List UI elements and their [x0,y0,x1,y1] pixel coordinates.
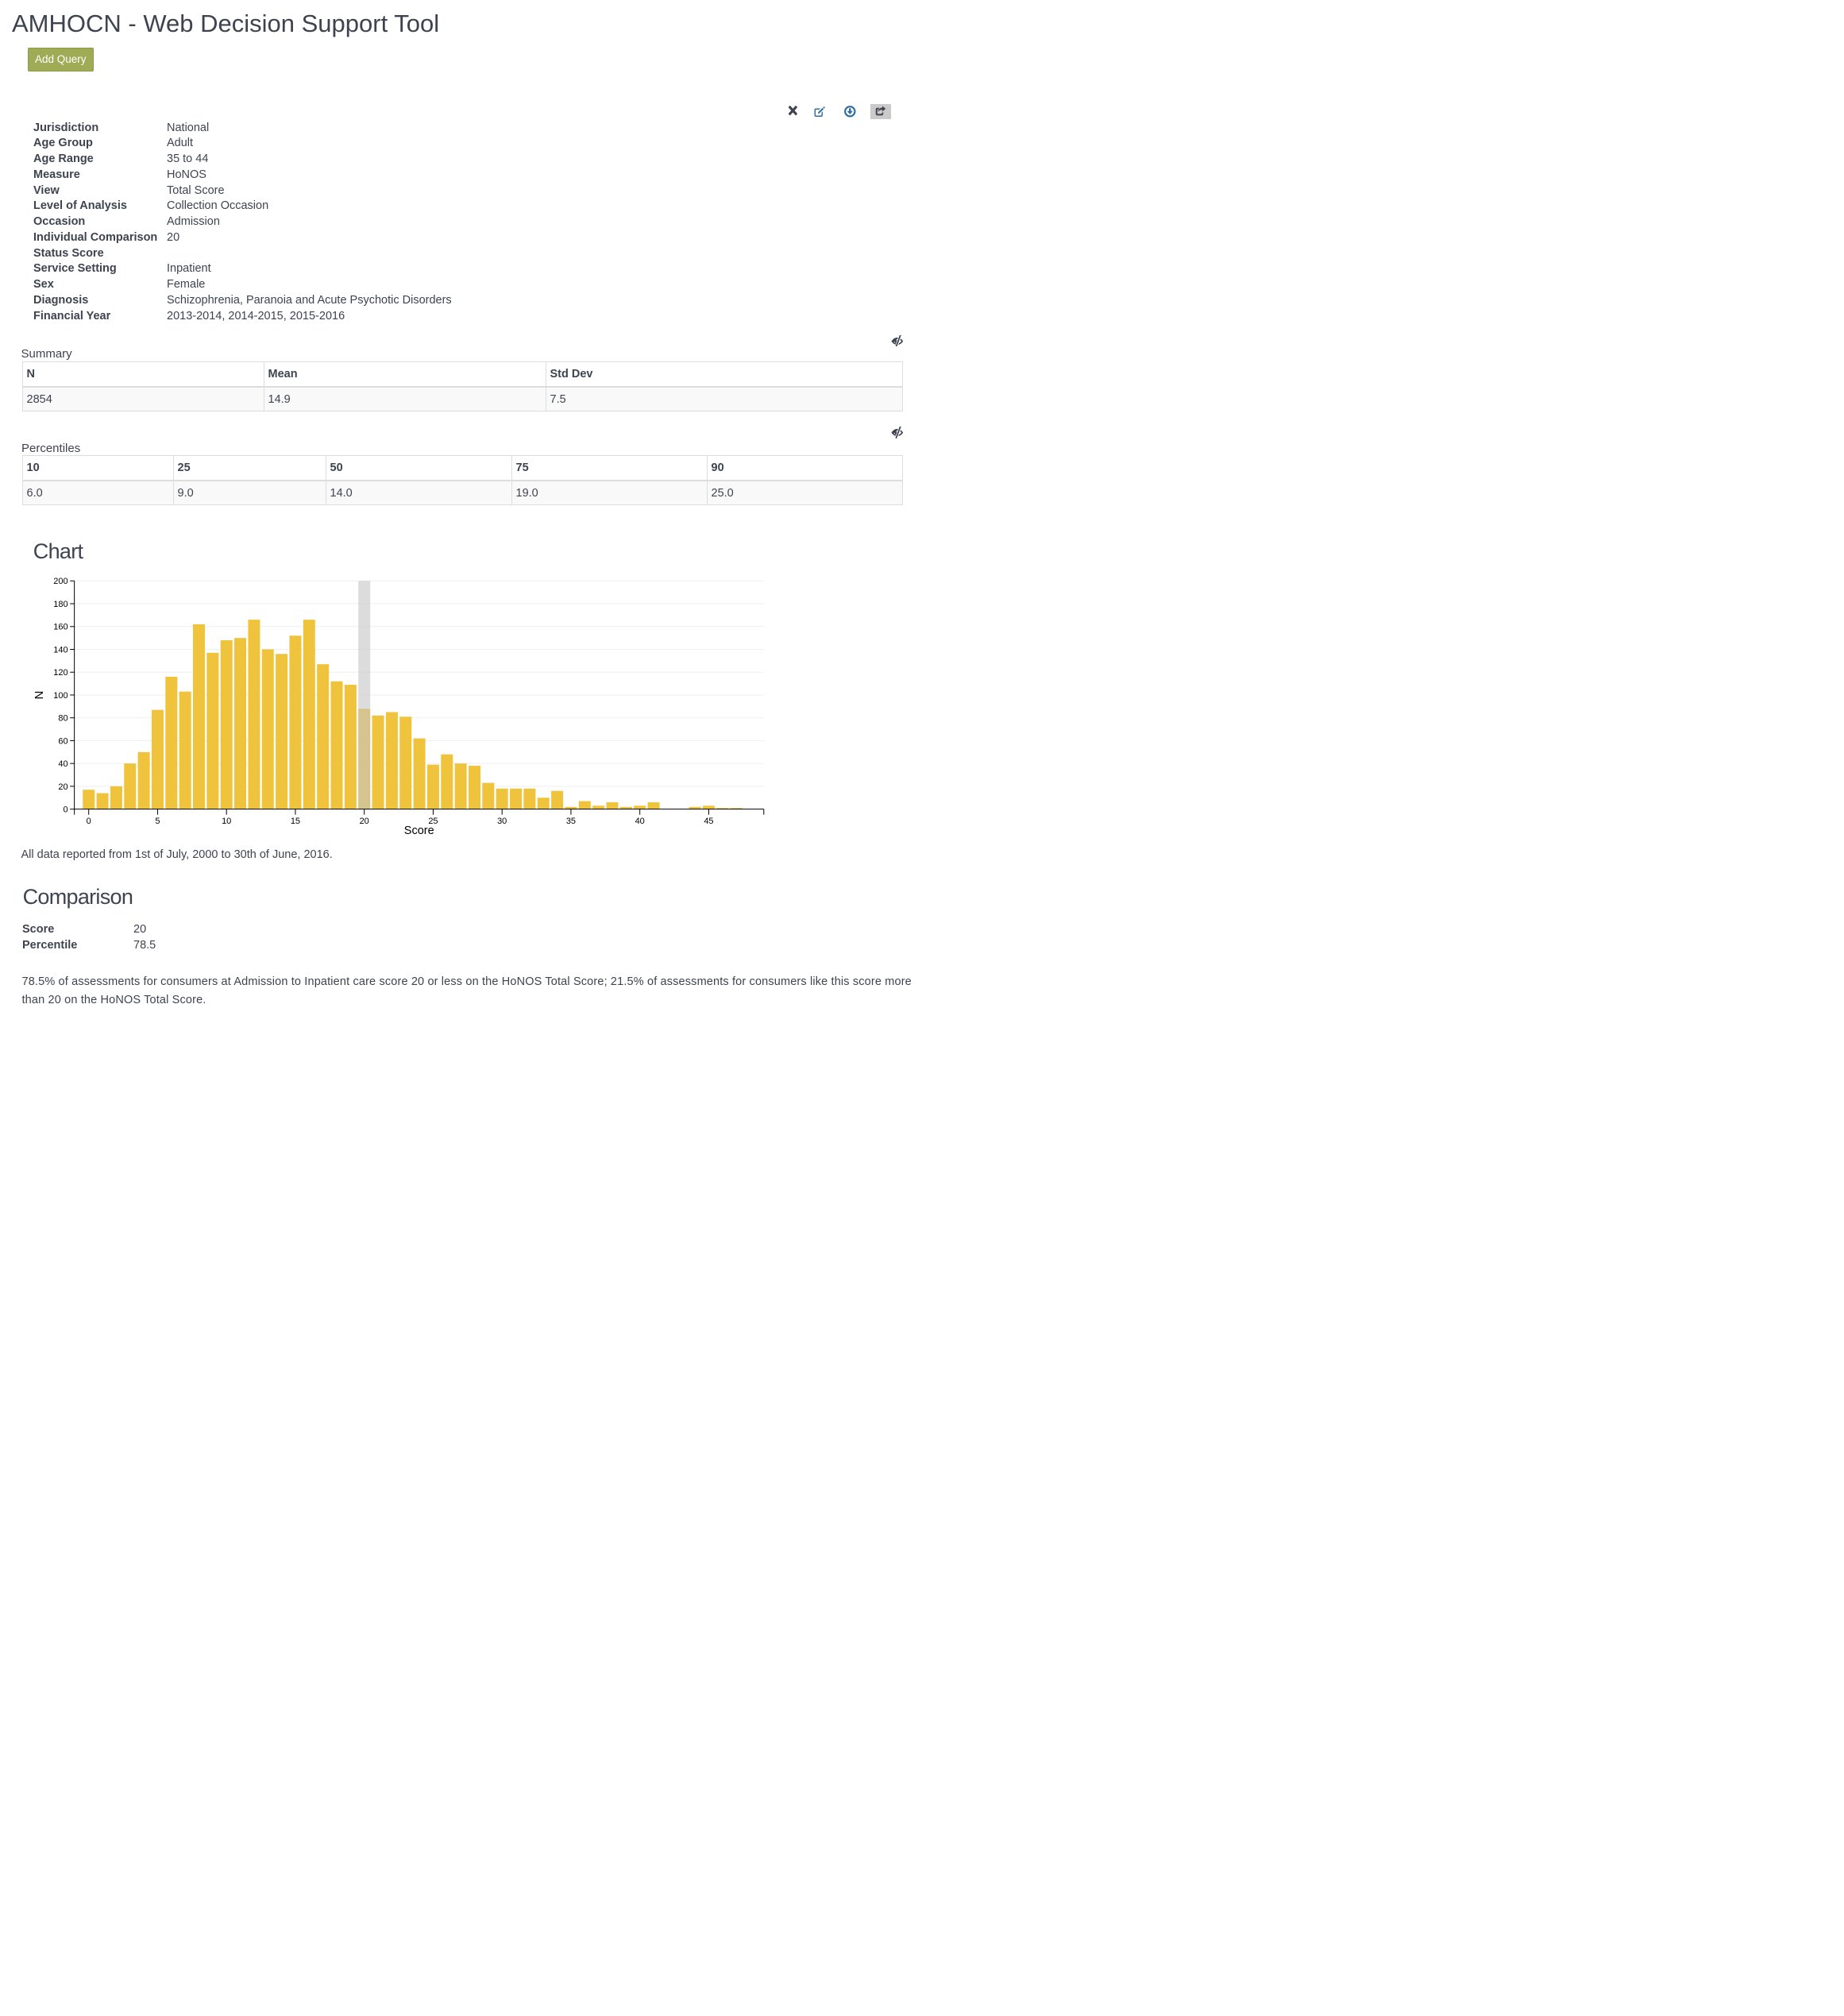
svg-text:25: 25 [428,817,438,826]
svg-text:0: 0 [87,817,91,826]
svg-text:200: 200 [53,577,68,586]
svg-text:35: 35 [566,817,576,826]
svg-text:180: 180 [53,600,68,609]
svg-text:45: 45 [704,817,713,826]
svg-text:100: 100 [53,691,68,701]
svg-text:120: 120 [53,668,68,678]
svg-text:20: 20 [360,817,369,826]
svg-text:15: 15 [291,817,300,826]
svg-text:0: 0 [64,805,68,815]
svg-text:140: 140 [53,645,68,655]
svg-text:5: 5 [155,817,160,826]
svg-text:160: 160 [53,623,68,632]
svg-text:60: 60 [58,736,68,746]
svg-text:Score: Score [404,825,434,837]
svg-text:80: 80 [58,714,68,724]
svg-text:40: 40 [58,759,68,769]
svg-text:30: 30 [497,817,507,826]
svg-text:10: 10 [222,817,231,826]
svg-text:20: 20 [58,782,68,792]
svg-text:N: N [33,691,46,700]
svg-text:40: 40 [635,817,645,826]
